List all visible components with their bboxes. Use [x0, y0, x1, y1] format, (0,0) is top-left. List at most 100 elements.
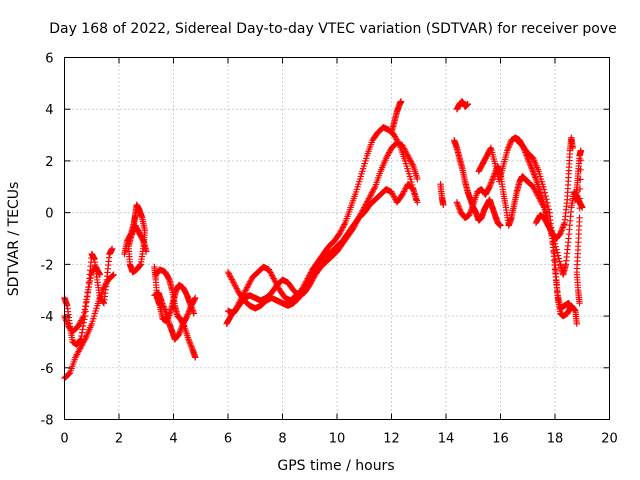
data-point [504, 145, 512, 153]
series-track-12 [437, 181, 447, 209]
data-point [557, 228, 565, 236]
data-point [160, 303, 167, 310]
data-point [241, 288, 248, 296]
data-point [76, 346, 83, 354]
series-track-17 [513, 137, 575, 312]
x-tick-label: 20 [601, 432, 618, 447]
series-track-13 [453, 98, 471, 113]
data-point [456, 206, 464, 213]
data-point [365, 195, 373, 202]
data-point [192, 294, 199, 302]
data-point [96, 270, 103, 277]
data-point [414, 175, 421, 183]
data-point [79, 314, 86, 321]
data-point [266, 267, 273, 275]
data-point [187, 340, 194, 347]
data-point [186, 306, 193, 314]
data-point [497, 222, 504, 229]
data-point [386, 147, 394, 155]
y-tick-label: 6 [45, 52, 53, 67]
y-tick-label: -4 [41, 310, 54, 325]
data-point [469, 203, 476, 210]
series-track-3 [61, 263, 104, 335]
data-point [507, 139, 514, 147]
data-point [384, 152, 391, 159]
data-point [185, 309, 192, 317]
data-point [577, 147, 585, 154]
data-point [81, 306, 88, 313]
data-point [544, 202, 552, 210]
data-point [269, 273, 276, 281]
data-point [569, 144, 576, 152]
data-point [192, 354, 199, 361]
x-tick-label: 16 [492, 432, 509, 447]
data-point [267, 269, 274, 276]
data-point [371, 185, 378, 192]
data-point [504, 147, 511, 154]
x-tick-label: 14 [438, 432, 455, 447]
data-point [414, 199, 421, 206]
data-point [178, 325, 185, 332]
data-point [399, 189, 407, 197]
data-point [400, 188, 408, 195]
data-point [72, 352, 80, 360]
data-point [486, 183, 493, 190]
data-point [467, 209, 474, 216]
data-point [78, 332, 85, 340]
data-point [407, 158, 415, 165]
data-point [270, 275, 277, 282]
data-point [82, 302, 89, 310]
data-point [456, 205, 463, 212]
y-tick-label: -2 [41, 258, 54, 273]
data-point [532, 188, 539, 195]
data-point [402, 185, 409, 192]
y-tick-label: -8 [41, 414, 54, 429]
y-axis-label: SDTVAR / TECUs [6, 182, 22, 297]
data-point [158, 298, 166, 306]
data-point [531, 172, 538, 180]
data-point [366, 193, 373, 201]
data-point [528, 165, 536, 172]
y-tick-label: -6 [41, 362, 54, 377]
data-point [231, 280, 238, 288]
data-point [336, 230, 343, 237]
data-point [190, 310, 198, 317]
data-point [399, 191, 406, 198]
data-point [489, 176, 496, 183]
data-point [453, 199, 461, 206]
data-point [109, 272, 116, 279]
data-point [77, 336, 84, 344]
data-point [306, 279, 313, 286]
data-point [383, 153, 391, 161]
data-point [506, 141, 513, 148]
data-point [80, 312, 87, 320]
data-point [188, 343, 195, 350]
series-track-19 [572, 147, 585, 307]
series-track-15 [453, 162, 586, 278]
data-point [78, 342, 85, 349]
data-point [87, 271, 95, 279]
data-point [466, 210, 473, 217]
data-point [408, 159, 415, 167]
data-point [577, 176, 584, 183]
data-point [489, 174, 497, 182]
data-point [568, 305, 575, 312]
data-point [401, 186, 408, 194]
data-point [505, 142, 513, 150]
data-point [526, 161, 534, 168]
data-point [558, 227, 565, 234]
data-point [271, 276, 278, 284]
data-point [158, 297, 165, 304]
data-point [61, 314, 69, 321]
data-point [225, 270, 232, 277]
data-point [338, 225, 346, 233]
data-point [74, 323, 82, 330]
series-track-18 [532, 134, 576, 242]
data-point [554, 252, 562, 259]
data-point [227, 274, 235, 282]
data-point [62, 315, 69, 323]
series-track-11 [388, 98, 405, 136]
data-point [308, 276, 315, 283]
data-point [247, 277, 255, 284]
